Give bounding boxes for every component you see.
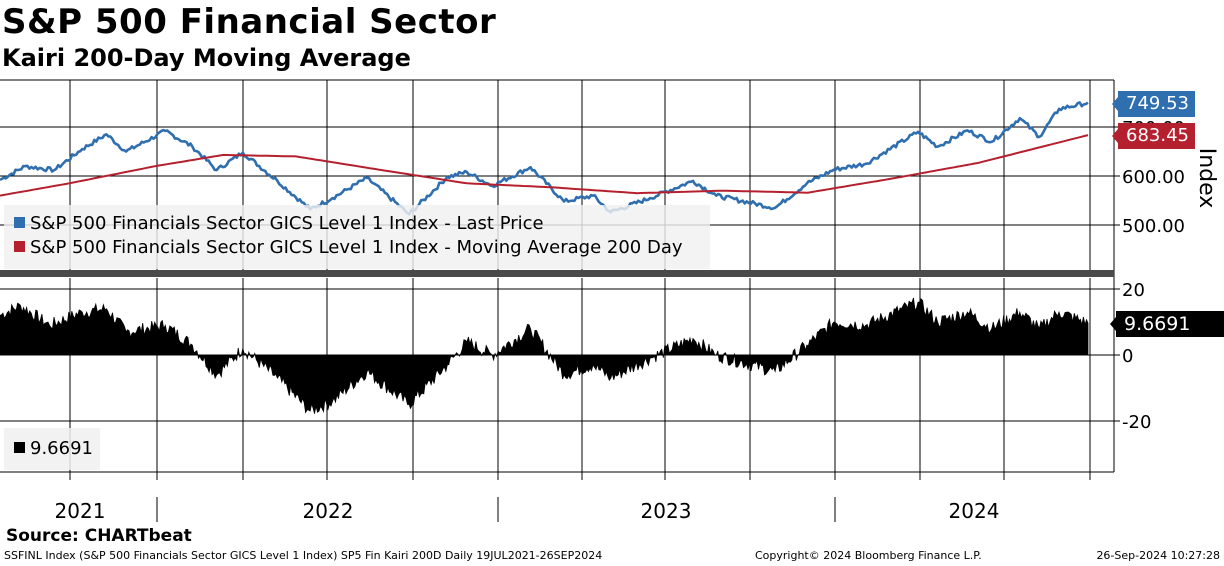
moving-average-tag-pointer [1112,129,1118,143]
upper-legend: S&P 500 Financials Sector GICS Level 1 I… [4,205,710,269]
lower-legend: 9.6691 [4,428,100,470]
panel-divider [0,270,1114,277]
kairi-area [0,297,1089,414]
ytick-label-upper-0: 500.00 [1122,216,1185,237]
xtick-label-0: 2021 [55,499,106,523]
last-price-tag-pointer [1112,97,1118,111]
legend-swatch-kairi [14,442,25,453]
footer-left: SSFINL Index (S&P 500 Financials Sector … [4,549,603,562]
xtick-label-3: 2024 [949,499,1000,523]
axes: 500.00600.00700.00Index200-2020212022202… [0,79,1219,523]
kairi-value-tag-pointer [1110,317,1116,331]
xtick-label-2: 2023 [641,499,692,523]
ytick-label-lower-2: -20 [1122,412,1151,433]
legend-label-ma: S&P 500 Financials Sector GICS Level 1 I… [30,237,683,258]
legend-entry-price: S&P 500 Financials Sector GICS Level 1 I… [14,213,544,234]
legend-label-price: S&P 500 Financials Sector GICS Level 1 I… [30,213,544,234]
xtick-label-1: 2022 [303,499,354,523]
kairi-value-tag: 9.6691 [1116,311,1224,337]
chart-title: S&P 500 Financial Sector [2,2,497,42]
upper-panel-series [0,101,1089,216]
price-line [0,101,1089,216]
source-note: Source: CHARTbeat [6,526,192,546]
moving-average-line [0,134,1089,197]
footer-center: Copyright© 2024 Bloomberg Finance L.P. [755,549,982,562]
chart-subtitle: Kairi 200-Day Moving Average [2,44,411,72]
legend-entry-ma: S&P 500 Financials Sector GICS Level 1 I… [14,237,683,258]
legend-entry-kairi: 9.6691 [14,438,93,459]
ytick-label-upper-1: 600.00 [1122,167,1185,188]
footer-right: 26-Sep-2024 10:27:28 [1096,549,1220,562]
ylabel-upper: Index [1194,148,1219,209]
legend-swatch-price [14,217,25,228]
last-price-tag: 749.53 [1118,91,1195,117]
legend-swatch-ma [14,241,25,252]
ytick-label-lower-1: 0 [1122,346,1133,367]
legend-label-kairi: 9.6691 [30,438,93,459]
ytick-label-lower-0: 20 [1122,280,1145,301]
lower-panel-series [0,297,1089,414]
moving-average-tag: 683.45 [1118,123,1195,149]
